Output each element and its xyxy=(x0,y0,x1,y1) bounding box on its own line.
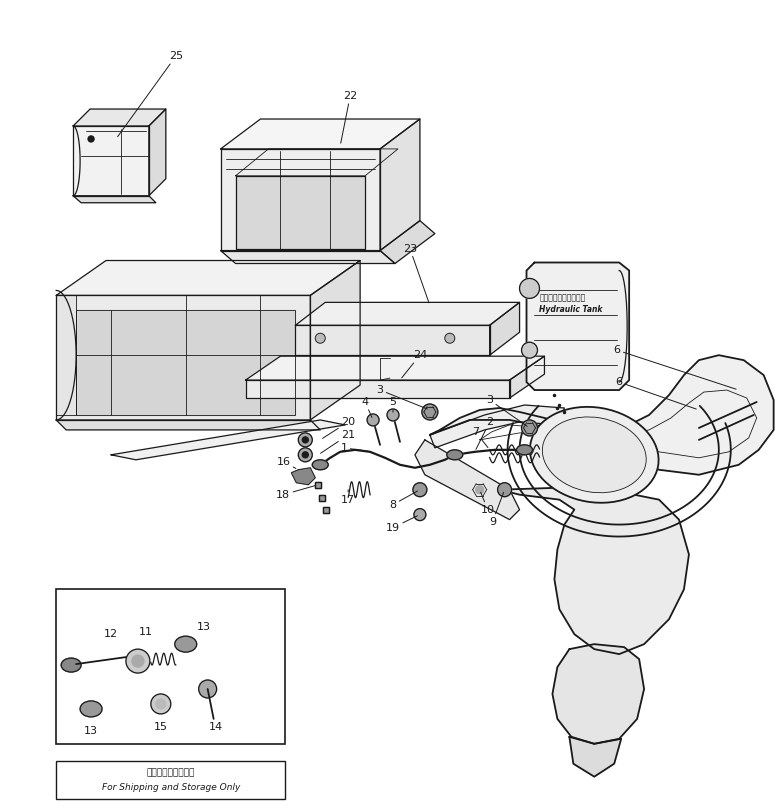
Polygon shape xyxy=(569,737,621,777)
Text: 7: 7 xyxy=(472,427,488,448)
Text: 8: 8 xyxy=(389,491,418,509)
Text: 22: 22 xyxy=(341,91,357,143)
Text: 13: 13 xyxy=(196,622,210,633)
Circle shape xyxy=(298,448,312,462)
Polygon shape xyxy=(221,119,420,149)
Circle shape xyxy=(414,509,426,521)
Ellipse shape xyxy=(174,636,197,652)
Text: 11: 11 xyxy=(139,627,152,637)
Ellipse shape xyxy=(312,460,328,470)
Text: 21: 21 xyxy=(321,430,355,454)
Circle shape xyxy=(132,655,144,667)
Bar xyxy=(56,761,285,799)
Ellipse shape xyxy=(517,445,533,455)
Polygon shape xyxy=(76,310,296,415)
Ellipse shape xyxy=(530,407,658,503)
Circle shape xyxy=(519,279,540,298)
Text: 9: 9 xyxy=(489,492,504,526)
Text: ハイドロリックタンク: ハイドロリックタンク xyxy=(540,293,586,302)
Circle shape xyxy=(151,694,170,714)
Text: 輸送及び調整用のみ: 輸送及び調整用のみ xyxy=(146,768,195,777)
Polygon shape xyxy=(56,261,360,296)
Polygon shape xyxy=(526,262,630,390)
Text: 2: 2 xyxy=(476,417,493,450)
Polygon shape xyxy=(74,126,149,196)
Circle shape xyxy=(497,483,511,497)
Polygon shape xyxy=(380,220,435,263)
Circle shape xyxy=(422,404,438,420)
Polygon shape xyxy=(296,326,490,355)
Text: 4: 4 xyxy=(361,397,372,417)
Text: 10: 10 xyxy=(481,492,495,514)
Text: 18: 18 xyxy=(276,485,316,500)
Polygon shape xyxy=(310,261,360,420)
Text: 14: 14 xyxy=(209,722,223,732)
Text: 15: 15 xyxy=(154,722,168,732)
Circle shape xyxy=(315,333,325,343)
Ellipse shape xyxy=(543,417,646,492)
Ellipse shape xyxy=(447,450,463,460)
Circle shape xyxy=(156,699,166,709)
Polygon shape xyxy=(74,196,156,202)
Polygon shape xyxy=(292,468,315,484)
Polygon shape xyxy=(415,440,519,519)
Polygon shape xyxy=(246,356,544,380)
Polygon shape xyxy=(430,355,773,475)
Circle shape xyxy=(298,433,312,447)
Circle shape xyxy=(475,486,484,493)
Circle shape xyxy=(413,483,427,497)
Circle shape xyxy=(126,649,150,673)
Polygon shape xyxy=(56,296,76,415)
Polygon shape xyxy=(380,119,420,250)
Text: 13: 13 xyxy=(84,726,98,735)
Text: 6: 6 xyxy=(614,345,736,389)
Text: 23: 23 xyxy=(403,244,429,303)
Text: 16: 16 xyxy=(276,457,296,468)
Ellipse shape xyxy=(61,658,81,672)
Polygon shape xyxy=(296,302,519,326)
Polygon shape xyxy=(56,296,310,420)
Circle shape xyxy=(522,420,537,436)
Circle shape xyxy=(303,452,308,458)
Circle shape xyxy=(88,136,94,142)
Circle shape xyxy=(367,414,379,426)
Ellipse shape xyxy=(80,701,102,717)
Text: 20: 20 xyxy=(323,417,355,438)
Polygon shape xyxy=(235,176,365,249)
Text: 3: 3 xyxy=(377,385,427,409)
Text: 24: 24 xyxy=(402,350,427,378)
Circle shape xyxy=(522,342,537,358)
Circle shape xyxy=(387,409,399,421)
Polygon shape xyxy=(56,420,321,430)
Text: 6: 6 xyxy=(615,377,696,409)
Text: 5: 5 xyxy=(389,397,396,412)
Polygon shape xyxy=(552,644,644,744)
Text: 1: 1 xyxy=(341,443,369,453)
Text: 3: 3 xyxy=(486,395,527,426)
Polygon shape xyxy=(74,109,166,126)
Polygon shape xyxy=(221,149,380,250)
Polygon shape xyxy=(510,356,544,398)
Text: 17: 17 xyxy=(341,490,355,505)
Text: 19: 19 xyxy=(386,516,418,532)
Polygon shape xyxy=(430,405,565,448)
Text: 25: 25 xyxy=(117,51,183,137)
Polygon shape xyxy=(111,420,345,460)
Polygon shape xyxy=(221,250,395,263)
Polygon shape xyxy=(246,380,510,398)
Circle shape xyxy=(445,333,455,343)
Polygon shape xyxy=(149,109,166,196)
Circle shape xyxy=(303,437,308,443)
Polygon shape xyxy=(500,488,689,654)
Text: Hydraulic Tank: Hydraulic Tank xyxy=(540,305,603,314)
Polygon shape xyxy=(490,302,519,355)
Text: 12: 12 xyxy=(104,629,118,639)
Text: For Shipping and Storage Only: For Shipping and Storage Only xyxy=(102,783,240,792)
Circle shape xyxy=(199,680,217,698)
Bar xyxy=(56,590,285,744)
